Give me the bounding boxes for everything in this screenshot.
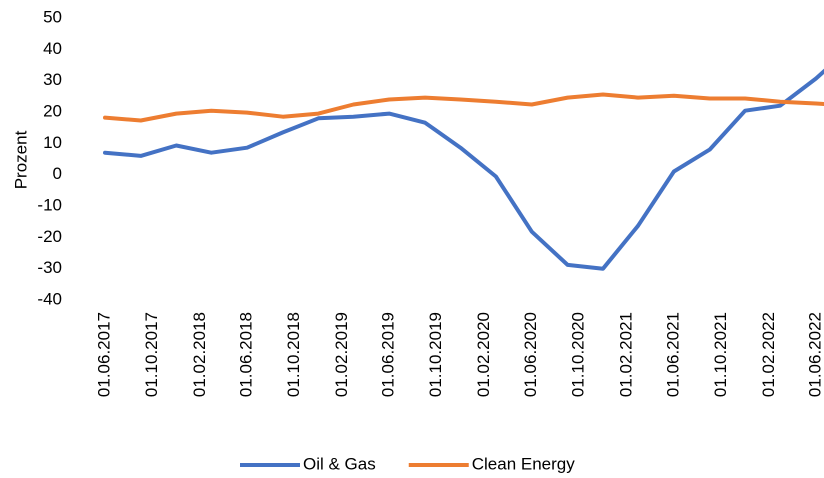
x-tick-label: 01.02.2018 [190, 312, 209, 397]
x-tick-label: 01.02.2022 [759, 312, 778, 397]
y-tick-label: -40 [37, 289, 62, 308]
x-tick-label: 01.10.2019 [426, 312, 445, 397]
y-tick-label: 30 [43, 70, 62, 89]
x-tick-label: 01.06.2017 [94, 312, 113, 397]
y-axis-label: Prozent [11, 130, 30, 189]
plot-area [103, 68, 824, 271]
x-tick-label: 01.06.2018 [237, 312, 256, 397]
y-tick-label: -20 [37, 227, 62, 246]
legend-label: Oil & Gas [303, 454, 376, 473]
x-tick-label: 01.06.2022 [805, 312, 824, 397]
x-tick-label: 01.10.2018 [284, 312, 303, 397]
x-tick-label: 01.06.2021 [663, 312, 682, 397]
data-line [103, 92, 824, 123]
x-tick-label: 01.02.2020 [474, 312, 493, 397]
y-tick-label: 40 [43, 39, 62, 58]
x-tick-label: 01.02.2019 [332, 312, 351, 397]
x-tick-label: 01.10.2017 [142, 312, 161, 397]
x-tick-label: 01.10.2021 [711, 312, 730, 397]
y-tick-label: -10 [37, 195, 62, 214]
y-tick-label: 0 [53, 164, 62, 183]
y-tick-label: 50 [43, 7, 62, 26]
legend-label: Clean Energy [472, 454, 576, 473]
data-line [103, 68, 824, 271]
y-tick-label: 20 [43, 101, 62, 120]
x-tick-label: 01.10.2020 [569, 312, 588, 397]
y-tick-label: -30 [37, 258, 62, 277]
y-tick-label: 10 [43, 133, 62, 152]
x-tick-label: 01.02.2021 [617, 312, 636, 397]
x-tick-label: 01.06.2020 [521, 312, 540, 397]
x-tick-label: 01.06.2019 [379, 312, 398, 397]
